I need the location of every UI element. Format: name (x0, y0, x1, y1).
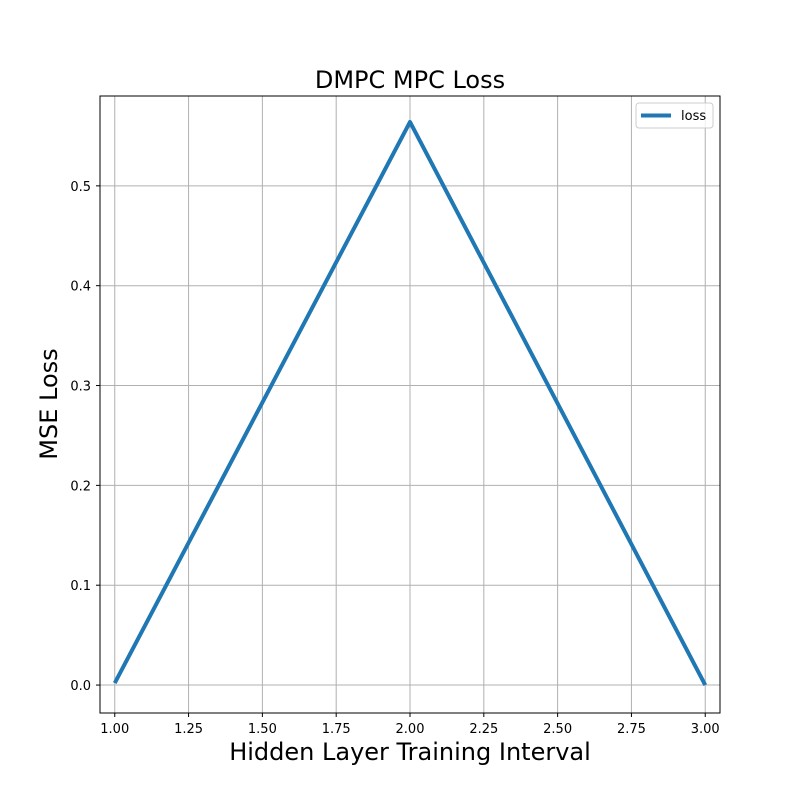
axis-ticks: 1.00 1.25 1.50 1.75 2.00 2.25 2.50 2.75 3.00 0.0 0… (70, 180, 719, 737)
x-tick-label: 2.50 (543, 722, 572, 737)
y-tick-label: 0.4 (70, 280, 91, 295)
legend-box (635, 102, 714, 129)
series-line-loss (112, 119, 708, 686)
y-tick-label: 0.0 (70, 679, 91, 694)
x-tick-label: 2.75 (617, 722, 646, 737)
y-tick-label: 0.2 (70, 479, 91, 494)
x-tick-label: 2.25 (469, 722, 498, 737)
x-tick-label: 2.00 (396, 722, 425, 737)
series-lines (112, 119, 708, 686)
legend: loss (635, 102, 714, 129)
y-axis-title: MSE Loss (35, 348, 63, 459)
legend-label: loss (681, 109, 706, 124)
y-tick-label: 0.1 (70, 579, 91, 594)
chart-title: DMPC MPC Loss (315, 66, 505, 94)
x-tick-label: 3.00 (691, 722, 720, 737)
x-tick-label: 1.75 (322, 722, 351, 737)
y-tick-label: 0.5 (70, 180, 91, 195)
x-tick-label: 1.50 (248, 722, 277, 737)
x-tick-label: 1.00 (100, 722, 129, 737)
x-axis-title: Hidden Layer Training Interval (229, 738, 591, 766)
x-tick-label: 1.25 (174, 722, 203, 737)
grid-lines (100, 96, 720, 713)
y-tick-label: 0.3 (70, 380, 91, 395)
